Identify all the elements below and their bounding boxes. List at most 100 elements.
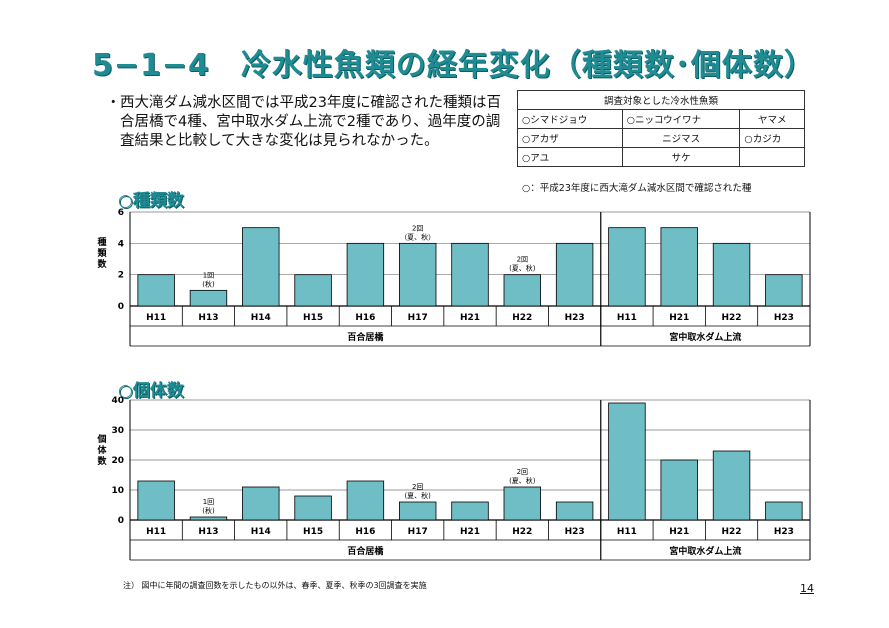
- bar-annotation: (秋): [202, 279, 215, 288]
- bar: [555, 242, 594, 307]
- x-tick-label: H11: [617, 313, 637, 323]
- x-tick-label: H11: [617, 527, 637, 537]
- bar: [503, 274, 542, 307]
- species-cell: ニジマス: [621, 128, 741, 148]
- y-tick-label: 10: [111, 486, 124, 496]
- x-tick-label: H14: [251, 527, 271, 537]
- bar: [555, 501, 594, 521]
- x-tick-label: H22: [722, 313, 742, 323]
- bar: [137, 274, 175, 307]
- bar: [712, 242, 751, 307]
- group-label: 宮中取水ダム上流: [669, 331, 741, 343]
- y-axis-label-char: 数: [97, 258, 107, 270]
- species-cell: ○シマドジョウ: [517, 109, 623, 129]
- bar-annotation: (夏、秋): [509, 476, 536, 485]
- x-tick-label: H23: [774, 313, 794, 323]
- y-axis-label-char: 類: [96, 247, 107, 259]
- species-cell: ○ニッコウイワナ: [621, 109, 741, 129]
- x-tick-label: H11: [146, 313, 166, 323]
- y-tick-label: 2: [118, 271, 124, 281]
- summary-body: 西大滝ダム減水区間では平成23年度に確認された種類は百合居橋で4種、宮中取水ダム…: [120, 95, 501, 149]
- x-tick-label: H17: [408, 313, 428, 323]
- bar-annotation: 2回: [412, 224, 423, 232]
- bar-annotation: 2回: [517, 468, 528, 476]
- bar-annotation: （夏、秋）: [400, 232, 435, 241]
- x-tick-label: H13: [198, 313, 218, 323]
- bar: [189, 516, 228, 521]
- bar-annotation: 1回: [203, 498, 214, 506]
- page-number: 14: [800, 582, 814, 595]
- bar: [242, 486, 280, 521]
- group-label: 百合居橋: [347, 331, 384, 343]
- x-tick-label: H21: [669, 527, 689, 537]
- species-table-header: 調査対象とした冷水性魚類: [517, 90, 805, 110]
- y-tick-label: 40: [111, 396, 124, 406]
- bar-annotation: (夏、秋): [404, 491, 431, 500]
- bar-annotation: (秋): [202, 506, 215, 515]
- bar: [451, 242, 489, 307]
- species-cell: ○アユ: [517, 147, 623, 167]
- x-tick-label: H11: [146, 527, 166, 537]
- y-axis-label-char: 体: [97, 444, 107, 456]
- bar: [294, 274, 332, 307]
- y-tick-label: 30: [111, 426, 124, 436]
- x-tick-label: H22: [512, 527, 532, 537]
- bar: [398, 242, 437, 307]
- y-axis-label-char: 個: [96, 433, 106, 445]
- bar: [137, 480, 175, 521]
- x-tick-label: H14: [251, 313, 271, 323]
- species-cell: ○カジカ: [739, 128, 805, 148]
- bar: [712, 450, 751, 521]
- y-tick-label: 0: [118, 516, 124, 526]
- bar: [503, 486, 542, 521]
- y-axis-label-char: 種: [97, 236, 106, 248]
- bar: [451, 501, 489, 521]
- footnote: 注） 図中に年間の調査回数を示したもの以外は、春季、夏季、秋季の3回調査を実施: [123, 581, 427, 590]
- bar: [608, 402, 646, 521]
- species-table: 調査対象とした冷水性魚類 ○シマドジョウ ○ニッコウイワナ ヤマメ ○アカザ ニ…: [517, 90, 805, 167]
- y-tick-label: 4: [118, 239, 124, 249]
- species-note: ○：平成23年度に西大滝ダム減水区間で確認された種: [522, 183, 752, 194]
- x-tick-label: H15: [303, 313, 323, 323]
- bar: [346, 480, 385, 521]
- bar: [189, 289, 228, 307]
- bar: [765, 501, 803, 521]
- x-tick-label: H23: [565, 527, 585, 537]
- bar-annotation: 1回: [203, 271, 214, 279]
- y-tick-label: 0: [118, 302, 124, 312]
- page-title: 5−1−4 冷水性魚類の経年変化（種類数･個体数）: [92, 48, 815, 83]
- bar: [346, 242, 385, 307]
- x-tick-label: H23: [774, 527, 794, 537]
- y-axis-label-char: 数: [97, 455, 107, 467]
- section-title-species: ○種類数: [118, 191, 184, 211]
- x-tick-label: H21: [460, 527, 480, 537]
- bar: [660, 459, 698, 521]
- group-label: 百合居橋: [347, 545, 384, 557]
- x-tick-label: H21: [669, 313, 689, 323]
- species-cell: ○アカザ: [517, 128, 623, 148]
- x-tick-label: H15: [303, 527, 323, 537]
- x-tick-label: H22: [512, 313, 532, 323]
- bar-annotation: 2回: [412, 483, 423, 491]
- y-tick-label: 6: [118, 208, 124, 218]
- y-tick-label: 20: [111, 456, 124, 466]
- x-tick-label: H13: [198, 527, 218, 537]
- x-tick-label: H16: [355, 527, 375, 537]
- bar: [660, 227, 698, 307]
- bar-annotation: 2回: [517, 256, 528, 264]
- species-cell: サケ: [621, 147, 741, 167]
- bar: [398, 501, 437, 521]
- bar: [294, 495, 332, 521]
- section-title-individuals: ○個体数: [118, 381, 184, 401]
- x-tick-label: H21: [460, 313, 480, 323]
- bar-annotation: (夏、秋): [509, 264, 536, 273]
- x-tick-label: H17: [408, 527, 428, 537]
- summary-text: ・ 西大滝ダム減水区間では平成23年度に確認された種類は百合居橋で4種、宮中取水…: [106, 94, 501, 151]
- species-cell: ヤマメ: [739, 109, 805, 129]
- bar: [608, 227, 646, 307]
- bar: [242, 227, 280, 307]
- x-tick-label: H22: [722, 527, 742, 537]
- x-tick-label: H23: [565, 313, 585, 323]
